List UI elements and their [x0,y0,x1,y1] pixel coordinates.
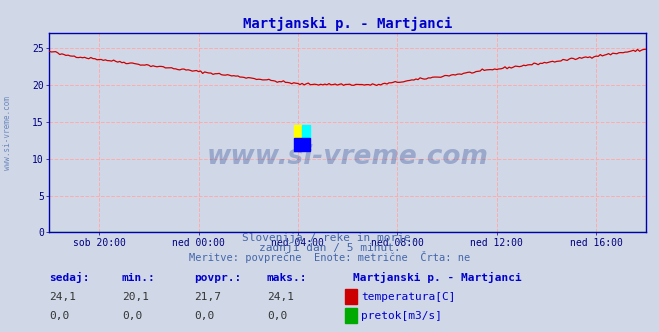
Text: 24,1: 24,1 [267,292,294,302]
Text: Martjanski p. - Martjanci: Martjanski p. - Martjanci [353,272,521,283]
Text: zadnji dan / 5 minut.: zadnji dan / 5 minut. [258,243,401,253]
Text: 24,1: 24,1 [49,292,76,302]
Bar [302,125,310,138]
Text: povpr.:: povpr.: [194,273,242,283]
Text: 20,1: 20,1 [122,292,149,302]
Text: www.si-vreme.com: www.si-vreme.com [3,96,13,170]
Text: 0,0: 0,0 [267,311,287,321]
Bar [294,138,302,151]
Text: Slovenija / reke in morje.: Slovenija / reke in morje. [242,233,417,243]
Text: Meritve: povprečne  Enote: metrične  Črta: ne: Meritve: povprečne Enote: metrične Črta:… [189,251,470,263]
Text: 0,0: 0,0 [122,311,142,321]
Title: Martjanski p. - Martjanci: Martjanski p. - Martjanci [243,17,452,31]
Bar [302,138,310,151]
Bar [294,125,302,138]
Text: 0,0: 0,0 [49,311,70,321]
Text: 21,7: 21,7 [194,292,221,302]
Text: min.:: min.: [122,273,156,283]
Text: maks.:: maks.: [267,273,307,283]
Text: www.si-vreme.com: www.si-vreme.com [207,144,488,170]
Text: 0,0: 0,0 [194,311,215,321]
Text: sedaj:: sedaj: [49,272,90,283]
Text: pretok[m3/s]: pretok[m3/s] [361,311,442,321]
Text: temperatura[C]: temperatura[C] [361,292,455,302]
